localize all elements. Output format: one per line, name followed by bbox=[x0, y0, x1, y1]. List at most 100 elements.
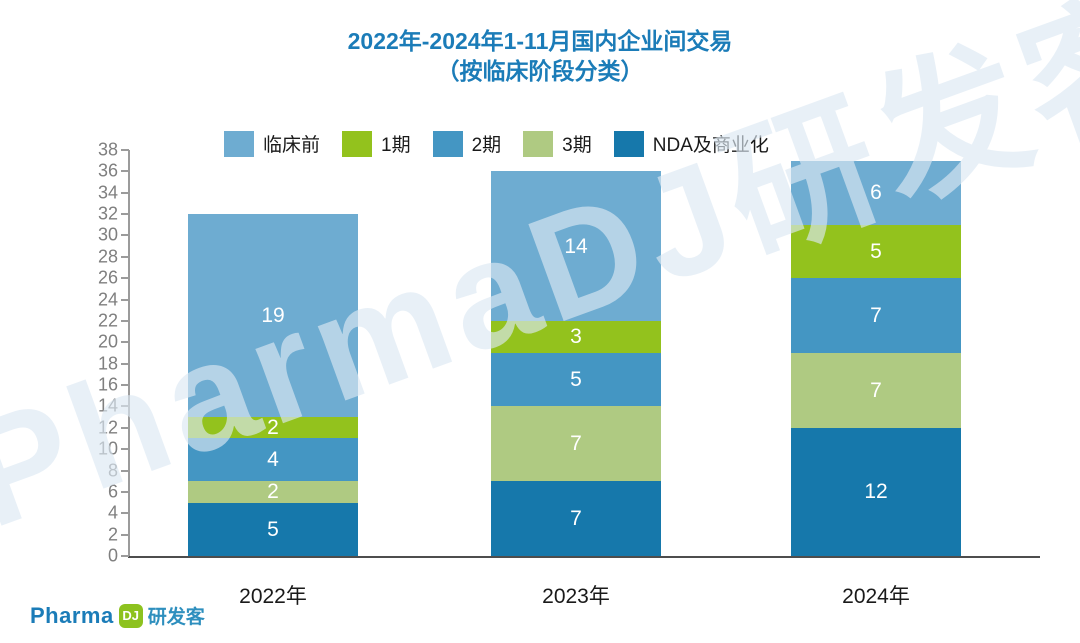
bar-segment-2期: 4 bbox=[188, 438, 358, 482]
y-axis-tick-label: 22 bbox=[97, 310, 118, 331]
legend-swatch-icon bbox=[432, 130, 463, 157]
bar-segment-value: 19 bbox=[261, 304, 285, 328]
y-axis-tick-label: 12 bbox=[97, 417, 118, 438]
bar-segment-value: 7 bbox=[570, 507, 582, 531]
bar-segment-临床前: 6 bbox=[791, 160, 961, 225]
y-axis-tick-label: 38 bbox=[97, 139, 118, 160]
y-axis-tick-label: 14 bbox=[97, 395, 118, 416]
y-axis-tick bbox=[121, 277, 129, 280]
legend-label: 1期 bbox=[381, 135, 411, 156]
chart-title-line1: 2022年-2024年1-11月国内企业间交易 bbox=[347, 28, 733, 54]
bar-segment-1期: 3 bbox=[491, 320, 661, 353]
y-axis-tick-label: 32 bbox=[97, 203, 118, 224]
y-axis-tick-label: 24 bbox=[97, 289, 118, 310]
y-axis-tick-label: 2 bbox=[107, 524, 118, 545]
bar-segment-value: 5 bbox=[570, 368, 582, 392]
y-axis-tick-label: 26 bbox=[97, 267, 118, 288]
legend-label: NDA及商业化 bbox=[652, 135, 769, 156]
bar-segment-NDA及商业化: 7 bbox=[491, 481, 661, 556]
bar-segment-value: 3 bbox=[570, 325, 582, 349]
y-axis-tick-label: 36 bbox=[97, 160, 118, 181]
legend-swatch-icon bbox=[613, 130, 644, 157]
bar-segment-2期: 7 bbox=[791, 278, 961, 353]
dj-logo-icon: DJ bbox=[118, 603, 143, 628]
bar-segment-value: 7 bbox=[870, 304, 882, 328]
bar-segment-临床前: 14 bbox=[491, 171, 661, 321]
y-axis-tick-label: 18 bbox=[97, 353, 118, 374]
y-axis-tick bbox=[121, 490, 129, 493]
y-axis-tick bbox=[121, 255, 129, 258]
x-axis-line bbox=[128, 556, 1040, 558]
bar-segment-NDA及商业化: 5 bbox=[188, 502, 358, 556]
y-axis-tick-label: 4 bbox=[107, 502, 118, 523]
y-axis-tick bbox=[121, 384, 129, 387]
bar-segment-3期: 7 bbox=[491, 406, 661, 482]
y-axis-tick bbox=[121, 149, 129, 151]
y-axis-tick-label: 0 bbox=[107, 545, 118, 566]
legend-item: 1期 bbox=[342, 130, 411, 157]
y-axis-line bbox=[128, 150, 130, 557]
bar-segment-value: 14 bbox=[564, 234, 588, 258]
y-axis-tick bbox=[121, 234, 129, 237]
chart-title: 2022年-2024年1-11月国内企业间交易 （按临床阶段分类） bbox=[0, 26, 1080, 86]
y-axis-tick-label: 10 bbox=[97, 438, 118, 459]
bar-segment-3期: 7 bbox=[791, 353, 961, 428]
legend-label: 临床前 bbox=[263, 135, 321, 156]
yanfake-logo-text: 研发客 bbox=[147, 607, 205, 628]
bar-segment-value: 5 bbox=[267, 517, 279, 541]
legend-item: 临床前 bbox=[224, 130, 320, 157]
bar-segment-1期: 5 bbox=[791, 224, 961, 279]
bar-segment-value: 4 bbox=[267, 448, 279, 472]
y-axis-tick-label: 30 bbox=[97, 224, 118, 245]
y-axis-tick-label: 6 bbox=[107, 481, 118, 502]
y-axis-tick-label: 20 bbox=[97, 331, 118, 352]
y-axis-tick bbox=[121, 319, 129, 322]
y-axis-tick-label: 8 bbox=[107, 460, 118, 481]
bar-segment-3期: 2 bbox=[188, 480, 358, 504]
bar-segment-value: 7 bbox=[570, 432, 582, 456]
bar-segment-value: 2 bbox=[267, 480, 279, 504]
y-axis-tick bbox=[121, 170, 129, 173]
y-axis-tick bbox=[121, 533, 129, 536]
legend-swatch-icon bbox=[523, 130, 554, 157]
y-axis-tick-label: 34 bbox=[97, 182, 118, 203]
y-axis-tick-label: 16 bbox=[97, 374, 118, 395]
bar-segment-value: 2 bbox=[267, 416, 279, 440]
legend: 临床前 1期 2期 3期 NDA及商业化 bbox=[224, 130, 769, 157]
legend-item: 3期 bbox=[523, 130, 592, 157]
x-axis-category-label: 2022年 bbox=[239, 585, 307, 608]
legend-swatch-icon bbox=[224, 130, 254, 157]
legend-swatch-icon bbox=[342, 130, 373, 157]
bar-segment-value: 6 bbox=[870, 181, 882, 205]
y-axis-tick bbox=[121, 512, 129, 515]
legend-item: 2期 bbox=[432, 130, 502, 157]
y-axis-tick bbox=[121, 448, 129, 451]
y-axis-tick bbox=[121, 341, 129, 344]
bar-segment-value: 7 bbox=[870, 378, 882, 402]
x-axis-category-label: 2024年 bbox=[842, 585, 910, 608]
bar-segment-value: 5 bbox=[870, 239, 882, 263]
y-axis-tick bbox=[121, 298, 129, 301]
y-axis-tick bbox=[121, 405, 129, 408]
y-axis-tick-label: 28 bbox=[97, 246, 118, 267]
bar-segment-2期: 5 bbox=[491, 353, 661, 407]
footer-logo: Pharma DJ 研发客 bbox=[30, 602, 205, 629]
legend-label: 3期 bbox=[562, 135, 592, 156]
y-axis-tick bbox=[121, 191, 129, 194]
legend-item: NDA及商业化 bbox=[613, 130, 769, 157]
x-axis-category-label: 2023年 bbox=[542, 585, 610, 608]
bar-segment-NDA及商业化: 12 bbox=[791, 427, 961, 556]
y-axis-tick bbox=[121, 426, 129, 429]
y-axis-tick bbox=[121, 555, 129, 557]
chart-title-line2: （按临床阶段分类） bbox=[436, 58, 644, 84]
bar-segment-临床前: 19 bbox=[188, 214, 358, 418]
pharma-logo-text: Pharma bbox=[30, 602, 114, 628]
legend-label: 2期 bbox=[471, 135, 502, 156]
bar-segment-value: 12 bbox=[864, 480, 888, 504]
y-axis-tick bbox=[121, 362, 129, 365]
bar-segment-1期: 2 bbox=[188, 416, 358, 440]
y-axis-tick bbox=[121, 469, 129, 472]
y-axis-tick bbox=[121, 213, 129, 216]
